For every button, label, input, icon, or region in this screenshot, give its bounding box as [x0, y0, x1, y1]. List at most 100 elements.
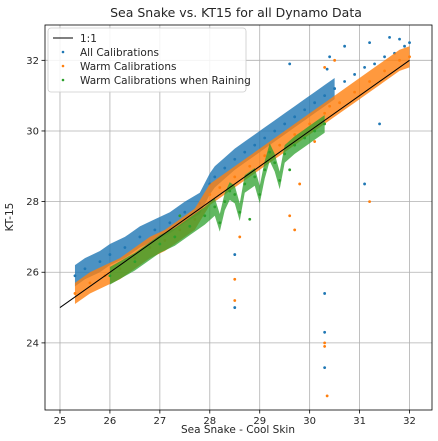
data-point: [278, 179, 282, 182]
data-point: [313, 140, 317, 143]
data-point: [363, 182, 366, 186]
y-tick-label: 26: [26, 268, 39, 279]
data-point: [398, 37, 401, 41]
y-tick-label: 30: [26, 126, 39, 137]
legend-label-1-1: 1:1: [80, 33, 97, 45]
data-point: [168, 221, 172, 225]
x-axis-ticks: 25 26 27 28 29 30 31 32: [54, 410, 416, 427]
data-point: [238, 210, 242, 214]
data-point: [325, 394, 329, 398]
data-point: [248, 164, 252, 168]
data-point: [323, 122, 327, 126]
data-point: [293, 143, 297, 147]
data-point: [233, 193, 237, 196]
legend-swatch-all-calibrations: [61, 50, 65, 54]
x-tick-label: 26: [104, 416, 117, 427]
data-point: [323, 292, 327, 295]
series-2-density-band: [109, 115, 325, 285]
data-point: [283, 152, 287, 156]
data-point: [253, 175, 257, 179]
data-point: [218, 186, 222, 189]
legend-swatch-warm-calibrations-when-raining: [61, 78, 65, 82]
data-point: [333, 87, 337, 90]
data-point: [408, 55, 411, 59]
data-point: [308, 122, 312, 126]
data-point: [243, 150, 247, 154]
legend: 1:1 All Calibrations Warm Calibrations W…: [47, 27, 251, 93]
data-point: [228, 189, 232, 193]
data-point: [153, 228, 157, 232]
x-tick-label: 28: [203, 416, 216, 427]
data-point: [368, 41, 371, 45]
data-point: [158, 242, 162, 246]
data-point: [293, 133, 297, 136]
data-point: [273, 161, 277, 165]
data-point: [383, 69, 386, 73]
data-point: [313, 129, 317, 133]
data-point: [233, 157, 237, 161]
data-point: [353, 73, 356, 76]
data-point: [408, 41, 411, 45]
data-point: [328, 104, 332, 108]
y-axis-label: KT-15: [4, 203, 16, 232]
legend-label-all-calibrations: All Calibrations: [80, 47, 159, 59]
data-point: [303, 108, 307, 112]
data-point: [73, 274, 77, 278]
data-point: [323, 330, 327, 334]
data-point: [218, 221, 222, 225]
y-tick-label: 24: [26, 338, 39, 349]
series-layer: [73, 35, 411, 398]
data-point: [178, 214, 182, 218]
y-tick-label: 28: [26, 197, 39, 208]
data-point: [288, 62, 292, 66]
data-point: [398, 58, 401, 62]
data-point: [263, 154, 267, 158]
data-point: [293, 115, 297, 119]
data-point: [388, 35, 391, 39]
data-point: [323, 94, 327, 98]
series-0-density-band: [74, 77, 335, 287]
x-tick-label: 32: [403, 416, 416, 427]
legend-swatch-warm-calibrations: [61, 64, 65, 68]
data-point: [263, 168, 267, 172]
series-0: [73, 35, 411, 370]
data-point: [323, 111, 327, 115]
data-point: [238, 235, 242, 239]
data-point: [138, 235, 142, 239]
data-point: [353, 90, 356, 94]
data-point: [213, 205, 217, 209]
data-point: [313, 101, 317, 105]
legend-label-warm-calibrations-when-raining: Warm Calibrations when Raining: [80, 75, 251, 87]
reference-line-layer: [59, 59, 410, 308]
data-point: [208, 193, 212, 196]
data-point: [108, 274, 112, 278]
data-point: [288, 168, 292, 172]
data-point: [203, 214, 207, 218]
data-point: [328, 55, 332, 59]
chart-title: Sea Snake vs. KT15 for all Dynamo Data: [110, 5, 362, 20]
data-point: [248, 217, 252, 221]
data-point: [233, 299, 237, 302]
data-point: [108, 253, 112, 256]
data-point: [333, 58, 337, 62]
legend-label-warm-calibrations: Warm Calibrations: [80, 61, 176, 73]
data-point: [278, 143, 282, 147]
x-tick-label: 25: [54, 416, 67, 427]
legend-box: [47, 27, 247, 93]
data-point: [133, 260, 137, 264]
x-tick-label: 27: [153, 416, 166, 427]
series-2: [108, 115, 327, 285]
data-point: [268, 150, 272, 154]
data-point: [188, 224, 192, 228]
data-point: [243, 182, 247, 186]
data-point: [363, 65, 366, 69]
x-tick-label: 29: [253, 416, 266, 427]
data-point: [183, 210, 187, 214]
data-point: [83, 267, 87, 271]
data-point: [233, 175, 237, 179]
data-point: [88, 281, 92, 285]
data-point: [403, 44, 406, 48]
data-point: [283, 122, 287, 126]
data-point: [233, 277, 237, 281]
data-point: [303, 136, 307, 140]
